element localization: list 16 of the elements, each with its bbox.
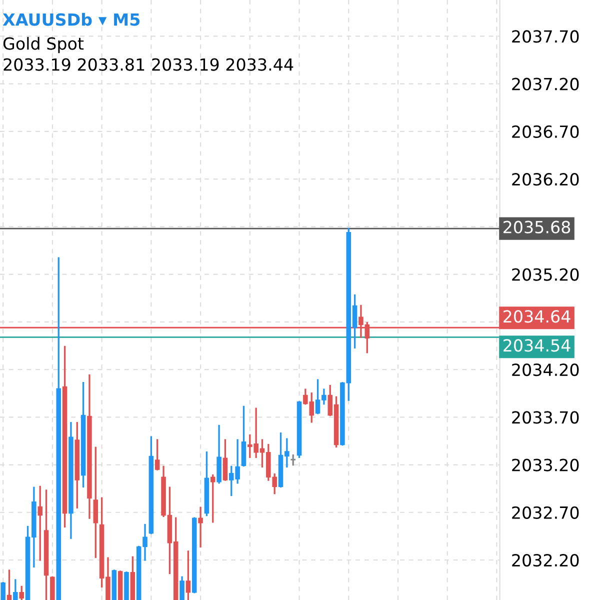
- y-tick-label: 2034.20: [512, 363, 579, 376]
- y-tick-label: 2032.70: [512, 506, 579, 519]
- ref-line-label: 2034.64: [504, 310, 570, 323]
- y-tick-label: 2035.20: [512, 268, 579, 281]
- text: XAUUSDb ▾ M5: [2, 12, 140, 26]
- ref-line-label: 2035.68: [504, 220, 570, 234]
- text: Gold Spot: [3, 36, 84, 54]
- y-tick-label: 2036.70: [512, 125, 579, 138]
- ref-line-label: 2034.54: [504, 339, 570, 352]
- annotation: 2033.19 2033.81 2033.19 2033.44: [4, 58, 294, 71]
- y-tick-label: 2037.70: [512, 30, 579, 43]
- y-tick-label: 2037.20: [512, 78, 579, 90]
- y-tick-label: 2033.20: [512, 458, 579, 472]
- y-tick-label: 2033.70: [512, 411, 579, 424]
- y-tick-label: 2032.20: [512, 554, 579, 567]
- y-tick-label: 2036.20: [512, 173, 579, 186]
